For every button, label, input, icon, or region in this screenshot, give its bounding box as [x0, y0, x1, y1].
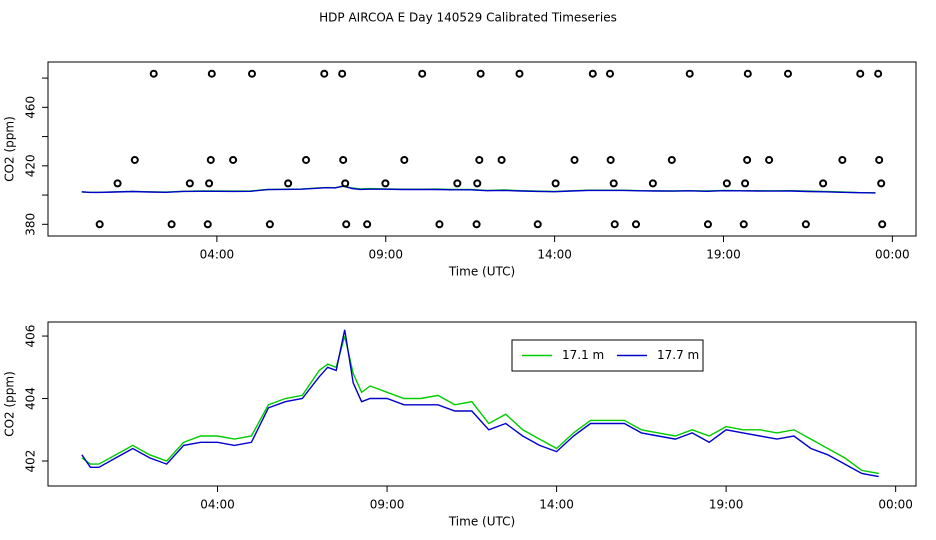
point: [472, 220, 481, 229]
y-tick-label: 402: [24, 450, 38, 473]
point: [418, 69, 427, 78]
series-line: [81, 335, 879, 475]
point: [284, 179, 293, 188]
point: [203, 220, 212, 229]
y-tick-label: 404: [24, 387, 38, 410]
point: [320, 69, 329, 78]
point: [497, 155, 506, 164]
point: [149, 69, 158, 78]
point: [685, 69, 694, 78]
point: [875, 155, 884, 164]
chart-title: HDP AIRCOA E Day 140529 Calibrated Times…: [319, 11, 617, 25]
point: [229, 155, 238, 164]
x-tick-label: 19:00: [706, 248, 741, 262]
point: [632, 220, 641, 229]
x-tick-label: 14:00: [539, 498, 574, 512]
series-line: [81, 329, 879, 478]
point: [819, 179, 828, 188]
point: [302, 155, 311, 164]
point: [113, 179, 122, 188]
point: [801, 220, 810, 229]
x-axis-label: Time (UTC): [448, 265, 515, 279]
point: [95, 220, 104, 229]
point: [588, 69, 597, 78]
point: [874, 69, 883, 78]
point: [338, 69, 347, 78]
point: [400, 155, 409, 164]
point: [765, 155, 774, 164]
point: [743, 155, 752, 164]
point: [783, 69, 792, 78]
x-tick-label: 00:00: [875, 248, 910, 262]
point: [265, 220, 274, 229]
point: [739, 220, 748, 229]
point: [722, 179, 731, 188]
point: [185, 179, 194, 188]
point: [342, 220, 351, 229]
y-tick-label: 380: [24, 213, 38, 236]
point: [609, 179, 618, 188]
point: [878, 220, 887, 229]
point: [363, 220, 372, 229]
point: [205, 179, 214, 188]
point: [475, 155, 484, 164]
point: [339, 155, 348, 164]
point: [167, 220, 176, 229]
point: [610, 220, 619, 229]
point: [570, 155, 579, 164]
point: [877, 179, 886, 188]
y-axis-label: CO2 (ppm): [3, 116, 17, 182]
point: [515, 69, 524, 78]
point: [856, 69, 865, 78]
point: [476, 69, 485, 78]
point: [838, 155, 847, 164]
point: [606, 155, 615, 164]
point: [743, 69, 752, 78]
point: [381, 179, 390, 188]
y-tick-label: 460: [24, 96, 38, 119]
x-tick-label: 19:00: [709, 498, 744, 512]
y-tick-label: 420: [24, 154, 38, 177]
x-tick-label: 04:00: [200, 498, 235, 512]
plot-frame: [47, 61, 917, 237]
x-axis-label: Time (UTC): [448, 515, 515, 529]
point: [703, 220, 712, 229]
x-tick-label: 04:00: [200, 248, 235, 262]
series-line: [81, 185, 876, 194]
point: [473, 179, 482, 188]
point: [130, 155, 139, 164]
legend-label: 17.7 m: [657, 348, 699, 362]
plot-frame: [47, 321, 917, 487]
point: [533, 220, 542, 229]
x-tick-label: 14:00: [537, 248, 572, 262]
point: [741, 179, 750, 188]
x-tick-label: 09:00: [368, 248, 403, 262]
x-tick-label: 00:00: [878, 498, 913, 512]
point: [667, 155, 676, 164]
point: [341, 179, 350, 188]
legend-label: 17.1 m: [562, 348, 604, 362]
point: [551, 179, 560, 188]
y-axis-label: CO2 (ppm): [3, 371, 17, 437]
point: [453, 179, 462, 188]
point: [606, 69, 615, 78]
point: [247, 69, 256, 78]
point: [207, 69, 216, 78]
y-tick-label: 406: [24, 325, 38, 348]
x-tick-label: 09:00: [370, 498, 405, 512]
point: [648, 179, 657, 188]
point: [435, 220, 444, 229]
point: [206, 155, 215, 164]
